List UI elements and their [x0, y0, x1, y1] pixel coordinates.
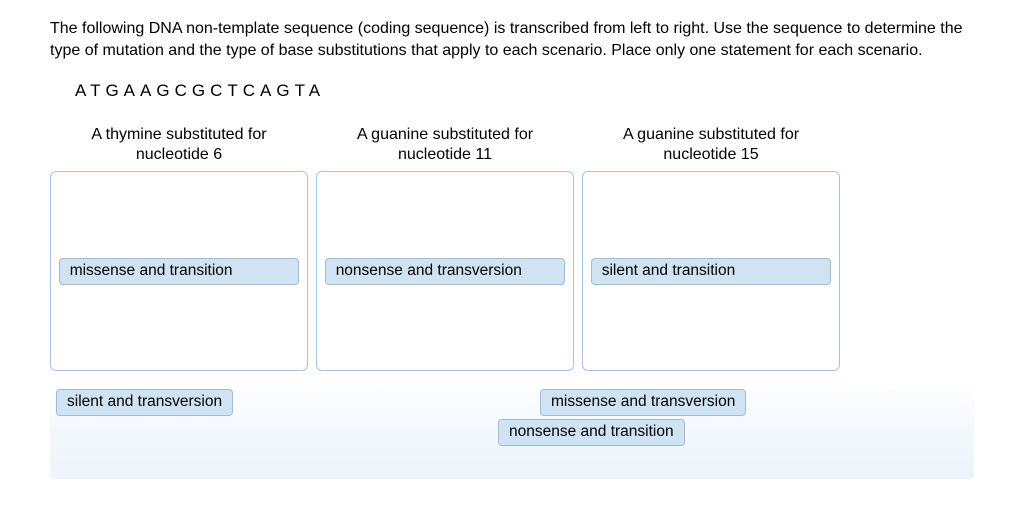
scenario-2-label: A guanine substituted for nucleotide 11 — [320, 125, 570, 165]
scenario-1-label-line2: nucleotide 6 — [136, 146, 222, 163]
scenario-1: A thymine substituted for nucleotide 6 m… — [50, 125, 308, 371]
dropzone-1[interactable]: missense and transition — [50, 171, 308, 371]
scenario-3: A guanine substituted for nucleotide 15 … — [582, 125, 840, 371]
scenario-1-label: A thymine substituted for nucleotide 6 — [54, 125, 304, 165]
pool-chip-3[interactable]: nonsense and transition — [498, 419, 685, 446]
pool-chip-1[interactable]: silent and transversion — [56, 389, 233, 416]
placed-chip-2[interactable]: nonsense and transversion — [325, 258, 566, 285]
placed-chip-3[interactable]: silent and transition — [591, 258, 832, 285]
dropzone-2[interactable]: nonsense and transversion — [316, 171, 574, 371]
scenarios-row: A thymine substituted for nucleotide 6 m… — [50, 125, 974, 371]
scenario-1-label-line1: A thymine substituted for — [91, 126, 266, 143]
scenario-2-label-line1: A guanine substituted for — [357, 126, 533, 143]
dropzone-3[interactable]: silent and transition — [582, 171, 840, 371]
instructions-text: The following DNA non-template sequence … — [50, 18, 974, 61]
chip-pool[interactable]: silent and transversion missense and tra… — [50, 389, 974, 479]
scenario-3-label-line1: A guanine substituted for — [623, 126, 799, 143]
scenario-2: A guanine substituted for nucleotide 11 … — [316, 125, 574, 371]
dna-sequence: ATGAAGCGCTCAGTA — [75, 81, 974, 101]
scenario-2-label-line2: nucleotide 11 — [398, 146, 492, 163]
scenario-3-label: A guanine substituted for nucleotide 15 — [586, 125, 836, 165]
scenario-3-label-line2: nucleotide 15 — [663, 146, 758, 163]
pool-chip-2[interactable]: missense and transversion — [540, 389, 746, 416]
placed-chip-1[interactable]: missense and transition — [59, 258, 300, 285]
